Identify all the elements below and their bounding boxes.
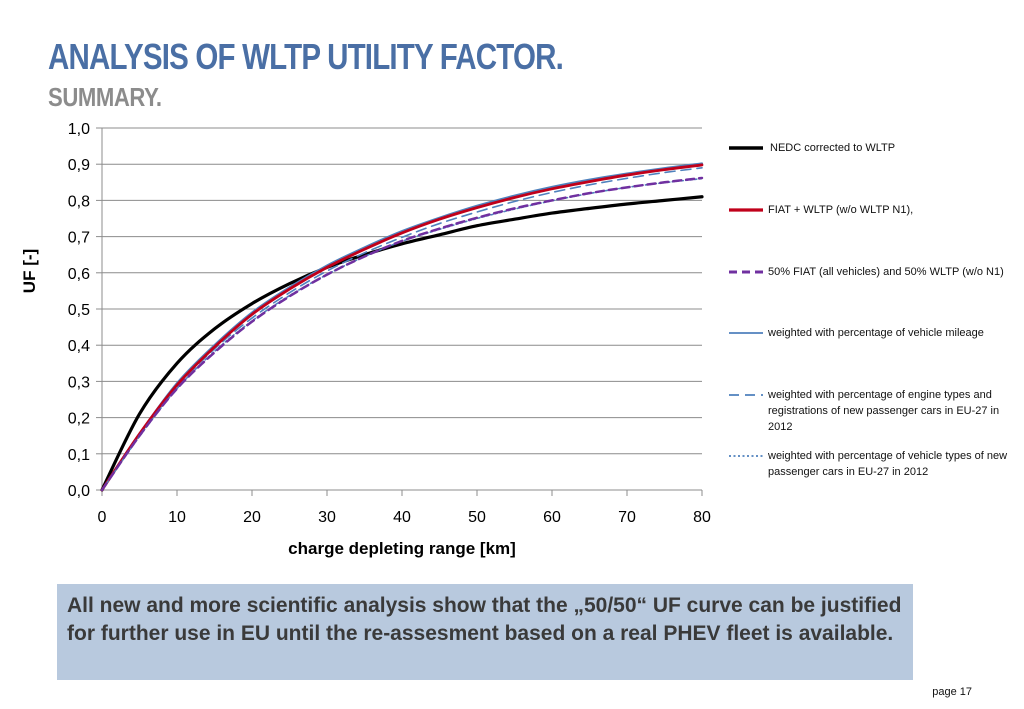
- legend-label: weighted with percentage of engine types…: [768, 389, 1000, 433]
- x-tick-label: 10: [168, 509, 186, 526]
- series-line-6: [101, 177, 703, 491]
- legend-label: NEDC corrected to WLTP: [770, 142, 896, 154]
- y-tick-label: 0,9: [68, 157, 90, 174]
- y-tick-label: 0,2: [68, 411, 90, 428]
- series-line-3: [100, 176, 704, 492]
- y-tick-label: 0,3: [68, 374, 90, 391]
- page-number: page 17: [932, 686, 972, 698]
- y-tick-label: 0,1: [68, 447, 90, 464]
- x-tick-label: 20: [243, 509, 261, 526]
- x-tick-label: 60: [543, 509, 561, 526]
- legend-swatch: [729, 394, 763, 396]
- series-line-5: [101, 167, 703, 491]
- y-tick-label: 0,6: [68, 266, 90, 283]
- page-subtitle: SUMMARY.: [48, 82, 162, 112]
- page-title: ANALYSIS OF WLTP UTILITY FACTOR.: [48, 36, 564, 77]
- y-tick-label: 1,0: [68, 121, 90, 138]
- summary-box: All new and more scientific analysis sho…: [57, 584, 913, 680]
- x-tick-label: 80: [693, 509, 711, 526]
- x-tick-label: 50: [468, 509, 486, 526]
- summary-text: All new and more scientific analysis sho…: [67, 594, 902, 645]
- legend-label: weighted with percentage of vehicle mile…: [768, 327, 984, 339]
- legend-swatch: [729, 270, 763, 274]
- chart-axes: [96, 127, 703, 496]
- x-tick-label: 40: [393, 509, 411, 526]
- legend-swatch: [729, 208, 763, 212]
- legend-label: 50% FIAT (all vehicles) and 50% WLTP (w/…: [768, 266, 1004, 278]
- chart-tick-labels: 0,0 0,1 0,2 0,3 0,4 0,5 0,6 0,7 0,8 0,9 1,0 0 10 20 30…: [20, 121, 711, 558]
- x-tick-label: 0: [98, 509, 107, 526]
- x-axis-title: charge depleting range [km]: [288, 539, 516, 558]
- chart-series: [100, 162, 704, 492]
- series-line-2: [100, 163, 704, 492]
- legend-label: weighted with percentage of vehicle type…: [768, 450, 1008, 478]
- series-line-4: [100, 162, 704, 492]
- y-axis-title: UF [-]: [20, 249, 39, 293]
- y-tick-label: 0,5: [68, 302, 90, 319]
- legend-swatch: [729, 332, 763, 334]
- legend-label: FIAT + WLTP (w/o WLTP N1),: [768, 204, 914, 216]
- legend-swatch: [729, 146, 763, 150]
- legend-swatch: [729, 455, 763, 457]
- grid-lines: [102, 127, 702, 491]
- y-tick-label: 0,7: [68, 230, 90, 247]
- x-tick-label: 30: [318, 509, 336, 526]
- x-tick-label: 70: [618, 509, 636, 526]
- y-tick-label: 0,8: [68, 193, 90, 210]
- y-tick-label: 0,0: [68, 483, 90, 500]
- y-tick-label: 0,4: [68, 338, 90, 355]
- series-line-1: [100, 195, 704, 492]
